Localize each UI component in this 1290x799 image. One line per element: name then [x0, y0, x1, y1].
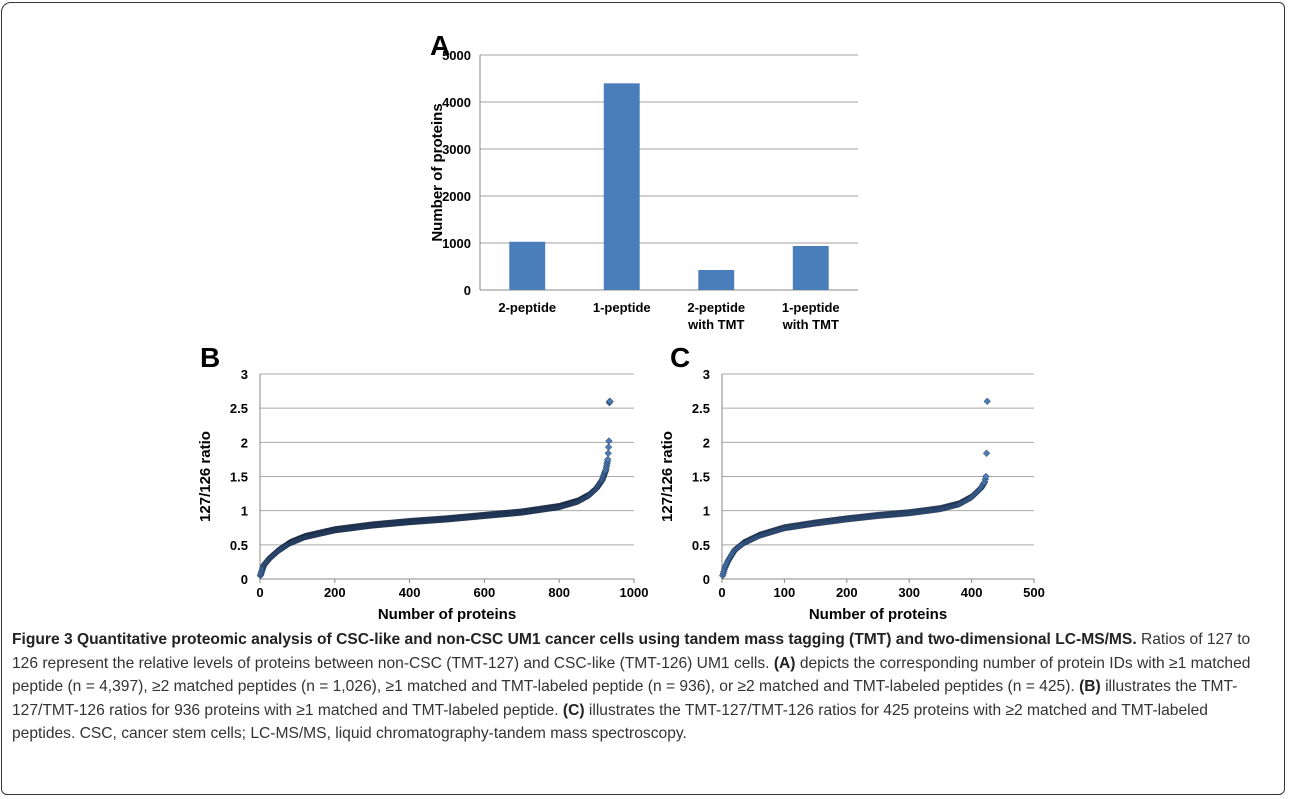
y-tick-label: 3000 — [442, 142, 471, 157]
x-tick-label: 2-peptide — [498, 300, 556, 315]
panel-letter-b: B — [200, 342, 220, 373]
y-tick-label: 5000 — [442, 48, 471, 63]
y-tick-label: 2.5 — [230, 401, 248, 416]
y-tick-label: 0.5 — [692, 538, 710, 553]
y-axis-label: 127/126 ratio — [197, 431, 214, 522]
bar — [509, 241, 546, 290]
y-tick-label: 1 — [241, 504, 248, 519]
data-point — [982, 472, 990, 481]
caption-sentence-4: illustrates the TMT-127/TMT-126 ratios f… — [12, 701, 1208, 743]
x-tick-label: 800 — [548, 585, 570, 600]
bar — [698, 270, 735, 290]
x-tick-label: with TMT — [782, 317, 839, 332]
panel-letter-c: C — [670, 342, 690, 373]
x-axis-label: Number of proteins — [378, 606, 516, 623]
data-point — [604, 455, 612, 464]
x-tick-label: 200 — [836, 585, 858, 600]
x-tick-label: 400 — [961, 585, 983, 600]
bar — [792, 246, 829, 290]
data-point — [604, 449, 612, 457]
x-tick-label: 100 — [774, 585, 796, 600]
y-tick-label: 2 — [241, 435, 248, 450]
x-tick-label: 300 — [898, 585, 920, 600]
y-tick-label: 0 — [703, 572, 710, 587]
x-tick-label: 0 — [718, 585, 725, 600]
x-tick-label: 400 — [399, 585, 421, 600]
y-tick-label: 2 — [703, 435, 710, 450]
y-tick-label: 2000 — [442, 189, 471, 204]
caption-label-c: (C) — [562, 701, 585, 719]
x-tick-label: 600 — [474, 585, 496, 600]
caption-sentence-1: Ratios of 127 to 126 represent the relat… — [12, 631, 1251, 672]
y-tick-label: 1.5 — [230, 470, 248, 485]
y-axis-label: 127/126 ratio — [659, 431, 676, 522]
data-point — [604, 443, 613, 451]
data-point — [983, 397, 991, 406]
bar — [603, 83, 640, 290]
figure-caption: Figure 3 Quantitative proteomic analysis… — [12, 628, 1274, 746]
data-point — [606, 397, 614, 406]
y-tick-label: 2.5 — [692, 401, 710, 416]
y-tick-label: 0.5 — [230, 538, 248, 553]
panel-a-bar-chart: A 0 1000 2000 3000 4000 5000 2-peptide 1-peptide… — [429, 30, 858, 332]
caption-label-b: (B) — [1079, 678, 1101, 696]
y-tick-label: 4000 — [442, 95, 471, 110]
y-tick-label: 1 — [703, 504, 710, 519]
data-point — [982, 449, 991, 457]
y-tick-label: 0 — [464, 283, 471, 298]
panel-b-scatter-chart: B 0 0.5 1 1.5 2 2.5 3 0 200 400 600 800 1000 Number of… — [197, 342, 648, 623]
x-tick-label: with TMT — [687, 317, 744, 332]
data-point — [605, 437, 613, 445]
x-tick-label: 200 — [324, 585, 346, 600]
x-tick-label: 1-peptide — [782, 300, 840, 315]
caption-label-a: (A) — [773, 654, 796, 672]
caption-sentence-2: depicts the corresponding number of prot… — [12, 654, 1251, 696]
x-tick-label: 1000 — [620, 585, 649, 600]
caption-title: Figure 3 Quantitative proteomic analysis… — [12, 631, 1137, 648]
y-tick-label: 3 — [703, 367, 710, 382]
y-tick-label: 3 — [241, 367, 248, 382]
x-tick-label: 2-peptide — [687, 300, 745, 315]
x-tick-label: 0 — [256, 585, 263, 600]
x-tick-label: 1-peptide — [593, 300, 651, 315]
caption-sentence-3: illustrates the TMT-127/TMT-126 ratios f… — [12, 678, 1238, 719]
x-tick-label: 500 — [1023, 585, 1045, 600]
y-tick-label: 1.5 — [692, 470, 710, 485]
panel-c-scatter-chart: C 0 0.5 1 1.5 2 2.5 3 0 100 200 300 400 500 Number of … — [659, 342, 1045, 623]
y-axis-label: Number of proteins — [429, 103, 446, 241]
x-axis-label: Number of proteins — [809, 606, 947, 623]
y-tick-label: 1000 — [442, 236, 471, 251]
panel-letter-a: A — [430, 30, 450, 61]
y-tick-label: 0 — [241, 572, 248, 587]
